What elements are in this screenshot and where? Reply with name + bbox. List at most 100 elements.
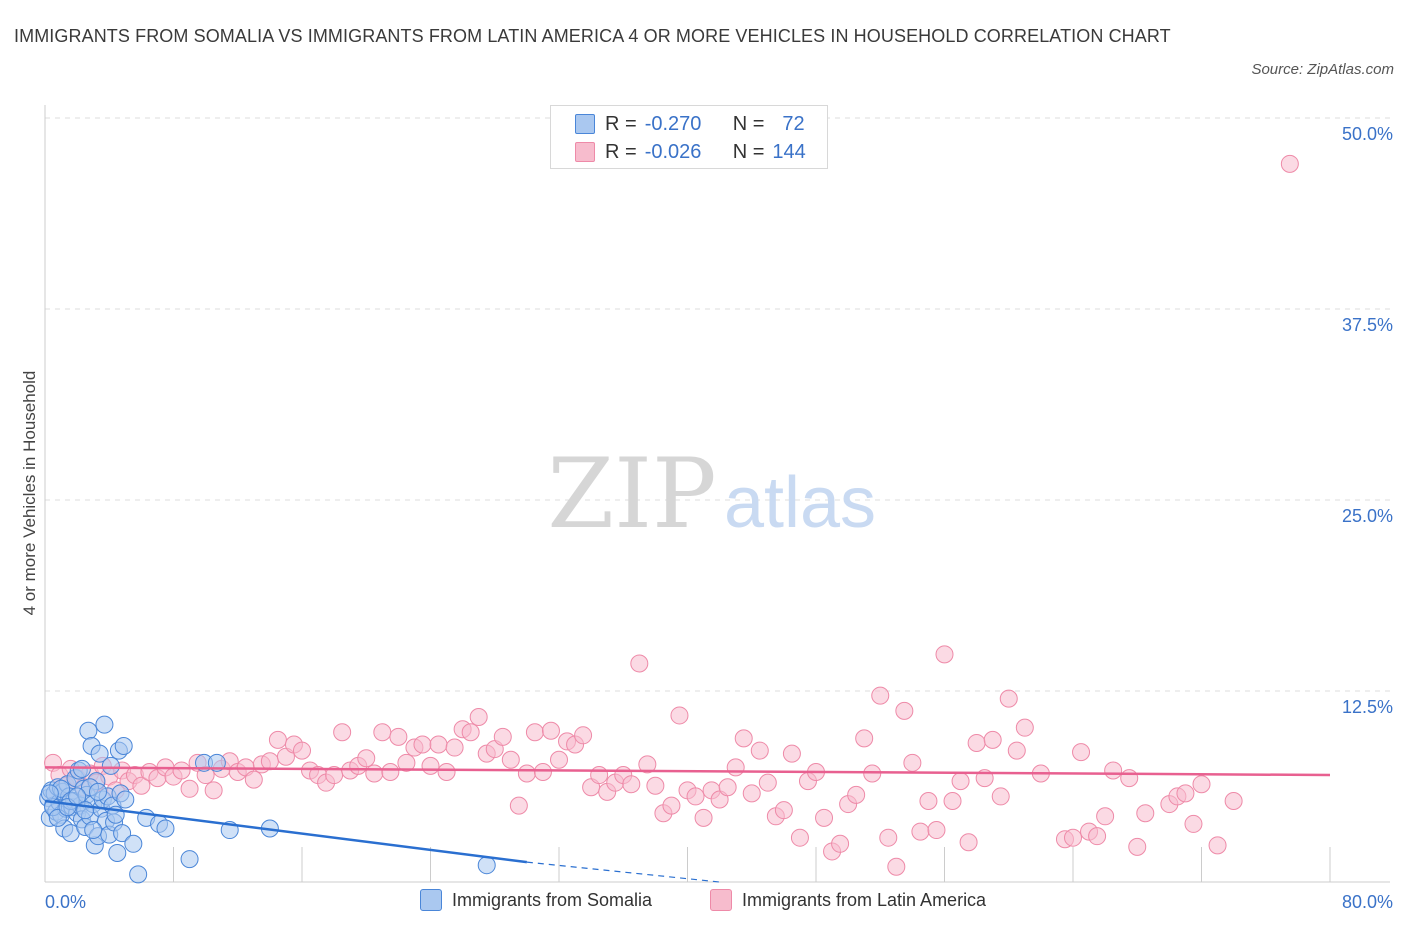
- latin-america-point: [469, 707, 488, 726]
- latin-america-point: [429, 735, 448, 754]
- somalia-point: [95, 715, 114, 734]
- latin-america-point: [1184, 814, 1203, 833]
- latin-america-point: [1104, 761, 1123, 780]
- latin-america-point: [742, 784, 761, 803]
- latin-america-point: [662, 796, 681, 815]
- latin-america-point: [268, 730, 287, 749]
- latin-america-series: [44, 154, 1299, 876]
- latin-america-point: [590, 766, 609, 785]
- legend-row-somalia: R = -0.270 N = 72: [575, 111, 805, 137]
- latin-america-point: [413, 735, 432, 754]
- latin-america-point: [357, 749, 376, 768]
- tick-labels: 12.5% 25.0% 37.5% 50.0% 0.0% 80.0%: [45, 124, 1393, 912]
- watermark-zip: ZIP: [547, 438, 716, 550]
- latin-america-trend-line: [44, 766, 1331, 777]
- latin-america-point: [726, 758, 745, 777]
- latin-america-point: [437, 762, 456, 781]
- somalia-point: [180, 850, 199, 869]
- somalia-point: [116, 790, 135, 809]
- latin-america-point: [1072, 743, 1091, 762]
- somalia-point: [129, 865, 148, 884]
- latin-america-point: [1280, 154, 1299, 173]
- latin-america-point: [983, 730, 1002, 749]
- latin-america-point: [630, 654, 649, 673]
- somalia-point: [72, 759, 91, 778]
- latin-america-point: [501, 750, 520, 769]
- latin-america-point: [943, 792, 962, 811]
- latin-america-point: [718, 778, 737, 797]
- latin-america-point: [365, 764, 384, 783]
- latin-america-point: [750, 741, 769, 760]
- latin-america-point: [951, 772, 970, 791]
- legend-row-latin: R = -0.026 N = 144: [575, 139, 806, 165]
- legend-n-label: N =: [732, 140, 765, 163]
- trend-lines: [44, 766, 1331, 883]
- latin-america-point: [172, 761, 191, 780]
- latin-america-point: [1064, 828, 1082, 847]
- y-tick-label: 25.0%: [1342, 506, 1393, 526]
- latin-america-point: [887, 857, 906, 876]
- bottom-legend-label-somalia: Immigrants from Somalia: [452, 889, 653, 910]
- latin-america-point: [991, 787, 1010, 806]
- legend-somalia-n: 72: [782, 112, 805, 135]
- latin-america-point: [574, 726, 593, 745]
- watermark: ZIP atlas: [547, 438, 876, 550]
- latin-america-point: [397, 753, 416, 772]
- somalia-point: [40, 784, 59, 803]
- legend-swatch-latin: [575, 142, 595, 162]
- latin-america-point: [204, 781, 223, 800]
- chart-title: IMMIGRANTS FROM SOMALIA VS IMMIGRANTS FR…: [14, 26, 1171, 46]
- latin-america-point: [509, 796, 528, 815]
- latin-america-point: [847, 785, 866, 804]
- latin-america-point: [758, 773, 777, 792]
- latin-america-point: [999, 689, 1018, 708]
- latin-america-point: [461, 723, 480, 742]
- latin-america-point: [879, 828, 898, 847]
- correlation-legend: R = -0.270 N = 72 R = -0.026 N = 144: [550, 105, 828, 169]
- latin-america-point: [855, 729, 874, 748]
- latin-america-point: [373, 723, 392, 742]
- latin-america-point: [694, 808, 713, 827]
- latin-america-point: [959, 833, 978, 852]
- somalia-point: [477, 856, 496, 875]
- latin-america-point: [1088, 827, 1107, 846]
- latin-america-point: [389, 727, 408, 746]
- latin-america-point: [421, 756, 440, 775]
- somalia-point: [101, 756, 120, 775]
- latin-america-point: [550, 750, 568, 769]
- bottom-legend-label-latin: Immigrants from Latin America: [742, 889, 987, 910]
- somalia-point: [79, 721, 98, 740]
- latin-america-point: [774, 801, 793, 820]
- somalia-point: [84, 821, 103, 840]
- latin-america-point: [1136, 804, 1155, 823]
- bottom-legend-swatch-somalia: [420, 889, 442, 911]
- y-tick-label: 50.0%: [1342, 124, 1393, 144]
- legend-swatch-somalia: [575, 114, 595, 134]
- legend-latin-r: -0.026: [644, 140, 702, 163]
- latin-america-point: [622, 775, 641, 794]
- latin-america-point: [903, 753, 922, 772]
- latin-america-point: [646, 776, 665, 795]
- latin-america-point: [1015, 718, 1034, 737]
- latin-america-point: [734, 729, 753, 748]
- somalia-point: [124, 834, 143, 853]
- latin-america-point: [919, 792, 938, 811]
- grid-lines: [45, 117, 1390, 692]
- bottom-legend-somalia: Immigrants from Somalia: [420, 889, 652, 911]
- somalia-point: [90, 744, 109, 763]
- latin-america-point: [445, 738, 464, 757]
- latin-america-point: [1224, 792, 1243, 811]
- latin-america-point: [1120, 769, 1139, 788]
- latin-america-point: [911, 822, 930, 841]
- legend-r-label: R =: [605, 112, 637, 135]
- latin-america-point: [244, 770, 263, 789]
- somalia-point: [89, 782, 108, 801]
- watermark-atlas: atlas: [724, 463, 876, 543]
- somalia-point: [114, 737, 133, 756]
- x-tick-label-min: 0.0%: [45, 892, 86, 912]
- latin-america-point: [541, 721, 560, 740]
- latin-america-point: [670, 706, 689, 725]
- latin-america-point: [1192, 775, 1211, 794]
- latin-america-point: [686, 787, 705, 806]
